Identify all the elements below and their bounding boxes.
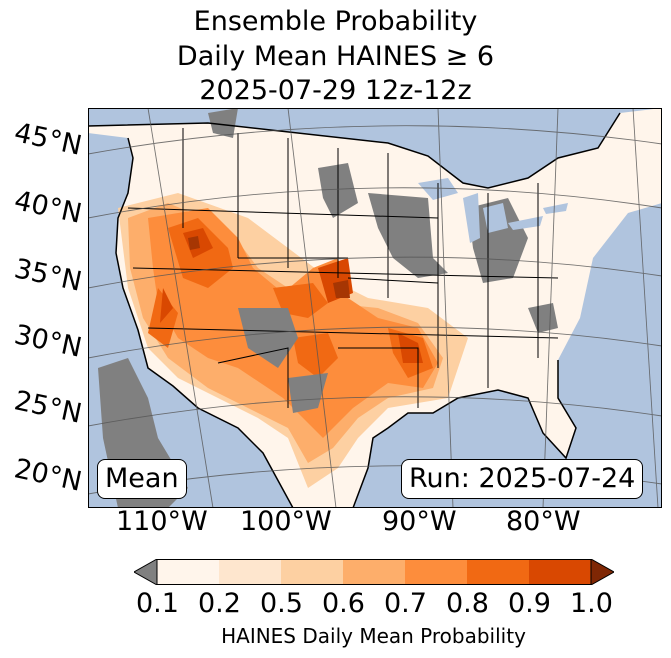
country-border [88, 112, 621, 508]
colorbar-bin-0.8 [467, 559, 529, 585]
shade-0.8 [148, 218, 433, 378]
colorbar-tick-1.0: 1.0 [570, 588, 613, 619]
lon-label-80: 80°W [506, 506, 581, 537]
run-label-box: Run: 2025-07-24 [401, 459, 644, 499]
colorbar-tick-0.1: 0.1 [136, 588, 179, 619]
lat-label-35: 35°N [11, 253, 85, 298]
colorbar-bin-0.2 [219, 559, 281, 585]
lat-label-20: 20°N [11, 453, 85, 498]
colorbar-bin-0.7 [405, 559, 467, 585]
title-line-3: 2025-07-29 12z-12z [199, 75, 472, 106]
lat-label-30: 30°N [11, 319, 85, 364]
colorbar-label: HAINES Daily Mean Probability [221, 624, 526, 648]
lat-label-45: 45°N [11, 117, 85, 162]
colorbar-tick-0.2: 0.2 [198, 588, 241, 619]
colorbar-over-arrow [590, 559, 614, 585]
colorbar-under-arrow [134, 559, 158, 585]
great-lakes [418, 178, 568, 243]
graticule [88, 108, 662, 508]
colorbar-tick-0.6: 0.6 [322, 588, 365, 619]
probability-map [88, 108, 662, 508]
lat-label-40: 40°N [11, 185, 85, 230]
colorbar-bin-0.1 [157, 559, 219, 585]
lon-label-90: 90°W [382, 506, 457, 537]
colorbar-tick-0.7: 0.7 [384, 588, 427, 619]
lat-label-25: 25°N [11, 385, 85, 430]
title-line-1: Ensemble Probability [193, 6, 478, 37]
colorbar-bin-0.5 [281, 559, 343, 585]
colorbar-tick-0.8: 0.8 [446, 588, 489, 619]
colorbar-tick-0.9: 0.9 [508, 588, 551, 619]
lon-label-100: 100°W [240, 506, 332, 537]
colorbar-tick-0.5: 0.5 [260, 588, 303, 619]
lon-label-110: 110°W [116, 506, 208, 537]
colorbar-bin-0.9 [529, 559, 591, 585]
colorbar-bin-0.6 [343, 559, 405, 585]
stat-label-box: Mean [97, 459, 187, 499]
colorbar [134, 559, 614, 585]
state-borders [127, 128, 559, 408]
title-line-2: Daily Mean HAINES ≥ 6 [176, 41, 495, 72]
